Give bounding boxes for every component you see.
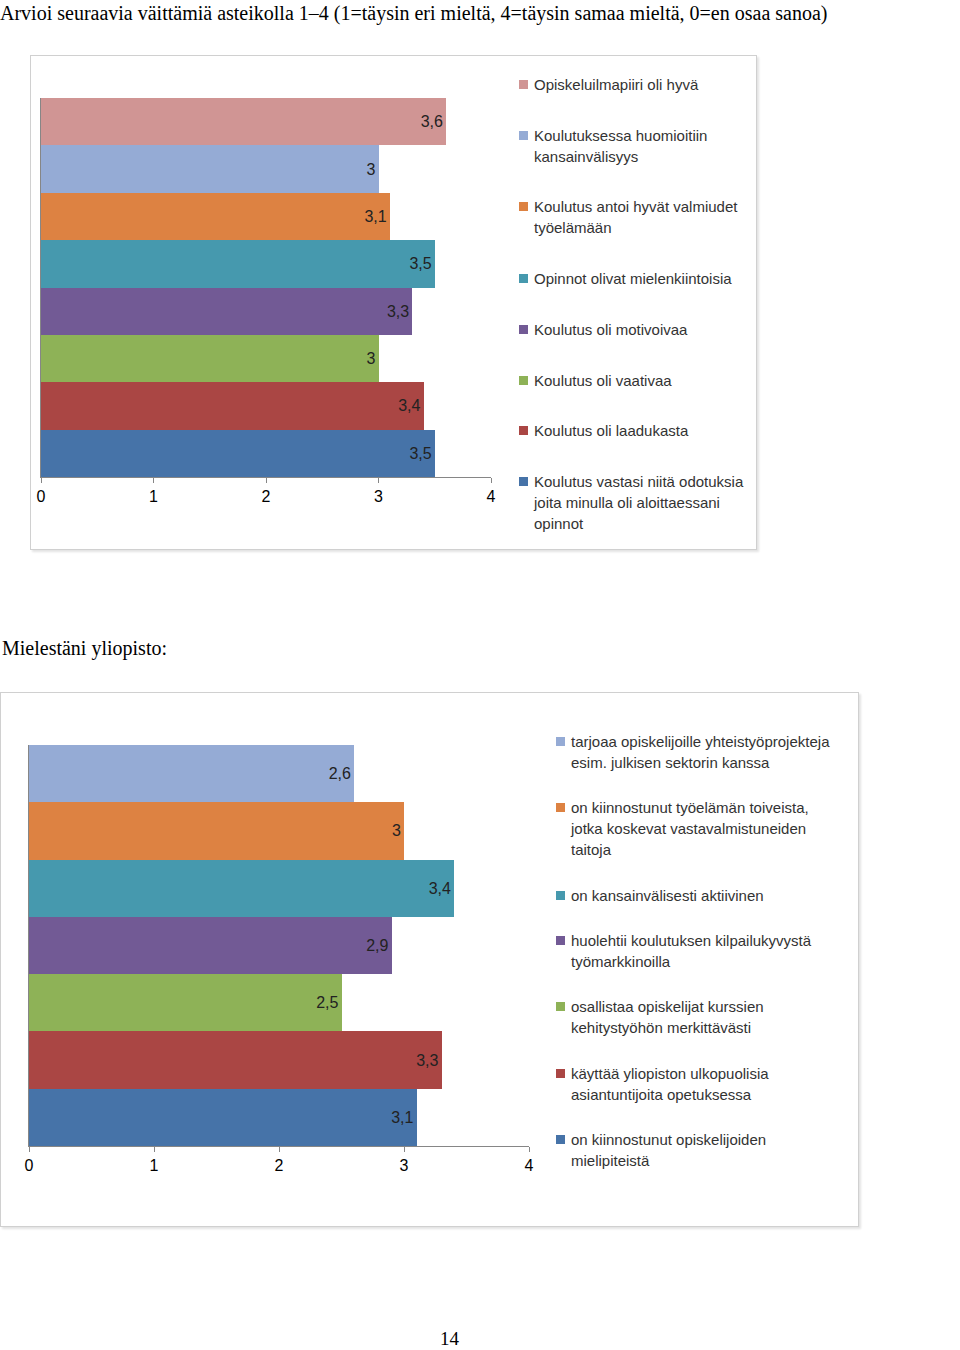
svg-text:3,4: 3,4 [398, 397, 420, 414]
svg-text:2,5: 2,5 [316, 994, 338, 1011]
html-text:Koulutus vastasi niitä odotuks: Koulutus vastasi niitä odotuksia joita m… [534, 472, 744, 532]
svg-text:2: 2 [275, 1157, 284, 1174]
svg-text:1: 1 [150, 1157, 159, 1174]
svg-text:1: 1 [149, 488, 158, 505]
svg-text:3: 3 [367, 350, 376, 367]
html-text:Koulutus oli vaativaa: Koulutus oli vaativaa [534, 371, 672, 389]
svg-text:3,6: 3,6 [421, 113, 443, 130]
svg-text:3,1: 3,1 [364, 208, 386, 225]
svg-text:3: 3 [367, 161, 376, 178]
svg-text:3: 3 [400, 1157, 409, 1174]
html-text:Koulutus oli laadukasta: Koulutus oli laadukasta [534, 422, 689, 440]
svg-text:3,5: 3,5 [409, 445, 431, 462]
svg-text:3,3: 3,3 [416, 1052, 438, 1069]
html-text:on kiinnostunut työelämän toiv: on kiinnostunut työelämän toiveista, jot… [571, 799, 809, 859]
svg-text:3: 3 [374, 488, 383, 505]
html-text:Opiskeluilmapiiri oli hyvä: Opiskeluilmapiiri oli hyvä [534, 76, 699, 93]
html-text:huolehtii koulutuksen kilpailu: huolehtii koulutuksen kilpailukyvystä ty… [571, 932, 812, 970]
html-text:Opinnot olivat mielenkiintoisi: Opinnot olivat mielenkiintoisia [534, 270, 732, 288]
html-text:Arvioi seuraavia väittämiä ast: Arvioi seuraavia väittämiä asteikolla 1–… [0, 2, 828, 24]
svg-text:2: 2 [262, 488, 271, 505]
svg-text:0: 0 [37, 488, 46, 505]
svg-text:0: 0 [25, 1157, 34, 1174]
html-text:Mielestäni yliopisto:: Mielestäni yliopisto: [2, 637, 167, 659]
html-text:on kansainvälisesti aktiivinen: on kansainvälisesti aktiivinen [571, 886, 764, 904]
svg-text:3,1: 3,1 [391, 1109, 413, 1126]
html-text:Koulutuksessa huomioitiin kans: Koulutuksessa huomioitiin kansainvälisyy… [534, 126, 708, 165]
html-text:14: 14 [440, 1328, 459, 1349]
svg-text:2,9: 2,9 [366, 937, 388, 954]
svg-text:3,5: 3,5 [409, 255, 431, 272]
html-text:käyttää yliopiston ulkopuolisi: käyttää yliopiston ulkopuolisia asiantun… [571, 1064, 769, 1103]
svg-text:2,6: 2,6 [329, 765, 351, 782]
svg-text:4: 4 [487, 488, 496, 505]
html-text:Koulutus antoi hyvät valmiudet: Koulutus antoi hyvät valmiudet työelämää… [534, 198, 738, 237]
svg-text:3,3: 3,3 [387, 303, 409, 320]
svg-text:4: 4 [525, 1157, 534, 1174]
svg-text:3,4: 3,4 [429, 880, 451, 897]
svg-text:3: 3 [392, 822, 401, 839]
html-text:on kiinnostunut opiskelijoiden: on kiinnostunut opiskelijoiden mielipite… [571, 1131, 767, 1169]
html-text:tarjoaa opiskelijoille yhteist: tarjoaa opiskelijoille yhteistyöprojekte… [571, 733, 830, 771]
html-text:osallistaa opiskelijat kurssie: osallistaa opiskelijat kurssien kehityst… [571, 998, 764, 1037]
html-text:Koulutus oli motivoivaa: Koulutus oli motivoivaa [534, 320, 688, 338]
